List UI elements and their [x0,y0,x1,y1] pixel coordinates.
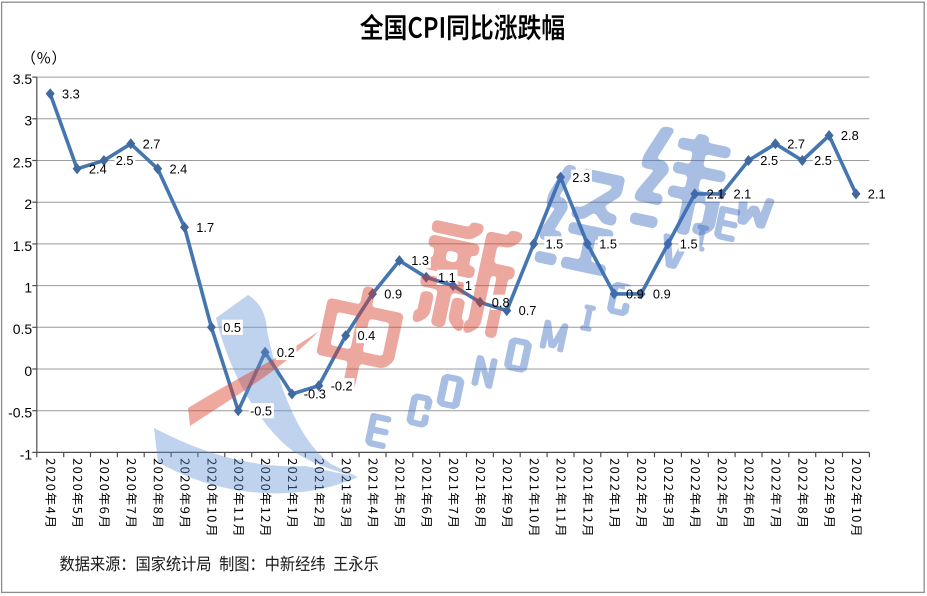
svg-text:2.5: 2.5 [760,153,778,168]
svg-text:2.7: 2.7 [787,136,805,151]
svg-text:0.8: 0.8 [492,295,510,310]
svg-text:3: 3 [24,113,32,129]
svg-text:0.9: 0.9 [626,287,644,302]
svg-text:1: 1 [465,278,472,293]
svg-text:1.3: 1.3 [411,253,429,268]
svg-text:2.4: 2.4 [89,161,107,176]
svg-text:2.7: 2.7 [143,136,161,151]
svg-text:1.5: 1.5 [546,237,564,252]
svg-text:-0.5: -0.5 [8,405,32,421]
svg-text:1.5: 1.5 [599,237,617,252]
svg-text:0.7: 0.7 [519,303,537,318]
svg-text:1.5: 1.5 [13,238,33,254]
svg-text:0.5: 0.5 [13,321,33,337]
svg-text:-0.2: -0.2 [331,378,353,393]
svg-text:0.4: 0.4 [358,328,376,343]
svg-text:2.5: 2.5 [814,153,832,168]
svg-text:3.5: 3.5 [13,71,33,87]
svg-text:0.5: 0.5 [223,320,241,335]
svg-text:0: 0 [24,363,32,379]
svg-text:1.5: 1.5 [680,237,698,252]
svg-text:-0.5: -0.5 [250,403,272,418]
svg-text:-1: -1 [20,446,33,462]
svg-text:1: 1 [24,280,32,296]
svg-text:2: 2 [24,196,32,212]
svg-text:0.2: 0.2 [277,345,295,360]
svg-text:2.5: 2.5 [13,154,33,170]
svg-text:2.3: 2.3 [572,170,590,185]
svg-text:0.9: 0.9 [384,287,402,302]
svg-text:2.1: 2.1 [734,187,752,202]
svg-text:2.8: 2.8 [841,128,859,143]
svg-text:-0.3: -0.3 [304,387,326,402]
svg-text:1.7: 1.7 [196,220,214,235]
svg-text:2.1: 2.1 [868,187,886,202]
svg-text:2.5: 2.5 [116,153,134,168]
svg-text:3.3: 3.3 [62,86,80,101]
svg-text:2.1: 2.1 [707,187,725,202]
svg-text:2.4: 2.4 [170,161,188,176]
svg-text:0.9: 0.9 [653,287,671,302]
svg-text:1.1: 1.1 [438,270,456,285]
